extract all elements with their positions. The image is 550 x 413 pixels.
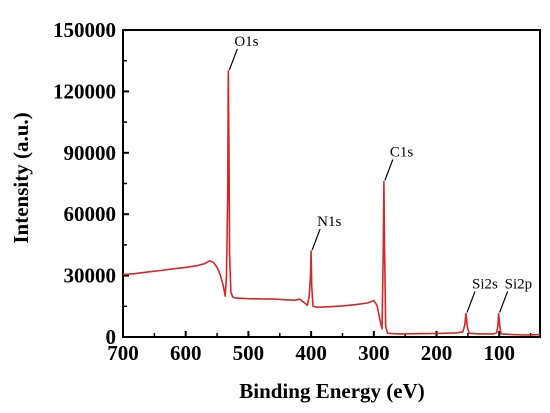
peak-annotations: O1s N1s C1s Si2s Si2p bbox=[228, 34, 533, 313]
x-tick-label: 200 bbox=[421, 341, 453, 365]
y-tick-label: 0 bbox=[106, 325, 117, 349]
x-tick-label: 500 bbox=[233, 341, 265, 365]
peak-label: Si2p bbox=[505, 276, 533, 292]
y-axis-ticks: 0 30000 60000 90000 120000 150000 bbox=[53, 18, 129, 349]
x-axis-label: Binding Energy (eV) bbox=[239, 379, 425, 403]
x-tick-label: 400 bbox=[295, 341, 327, 365]
series-line bbox=[122, 70, 541, 336]
x-axis-ticks: 700 600 500 400 300 200 100 bbox=[107, 331, 532, 365]
x-tick-label: 600 bbox=[170, 341, 202, 365]
peak-leader-line bbox=[228, 48, 238, 71]
peak-label: N1s bbox=[317, 214, 341, 230]
x-tick-label: 300 bbox=[358, 341, 390, 365]
y-tick-label: 150000 bbox=[53, 18, 116, 42]
x-tick-label: 100 bbox=[483, 341, 515, 365]
peak-label: O1s bbox=[234, 34, 258, 50]
peak-label: Si2s bbox=[472, 276, 498, 292]
y-tick-label: 90000 bbox=[64, 141, 117, 165]
peak-leader-line bbox=[311, 228, 321, 251]
peak-label: C1s bbox=[390, 144, 414, 160]
y-tick-label: 60000 bbox=[64, 202, 117, 226]
peak-leader-line bbox=[384, 159, 394, 181]
y-tick-label: 120000 bbox=[53, 79, 116, 103]
peak-leader-line bbox=[499, 291, 509, 313]
y-axis-label: Intensity (a.u.) bbox=[9, 112, 33, 243]
x-tick-label: 700 bbox=[107, 341, 139, 365]
y-tick-label: 30000 bbox=[64, 264, 117, 288]
series-layer bbox=[122, 70, 541, 336]
peak-leader-line bbox=[466, 291, 476, 313]
